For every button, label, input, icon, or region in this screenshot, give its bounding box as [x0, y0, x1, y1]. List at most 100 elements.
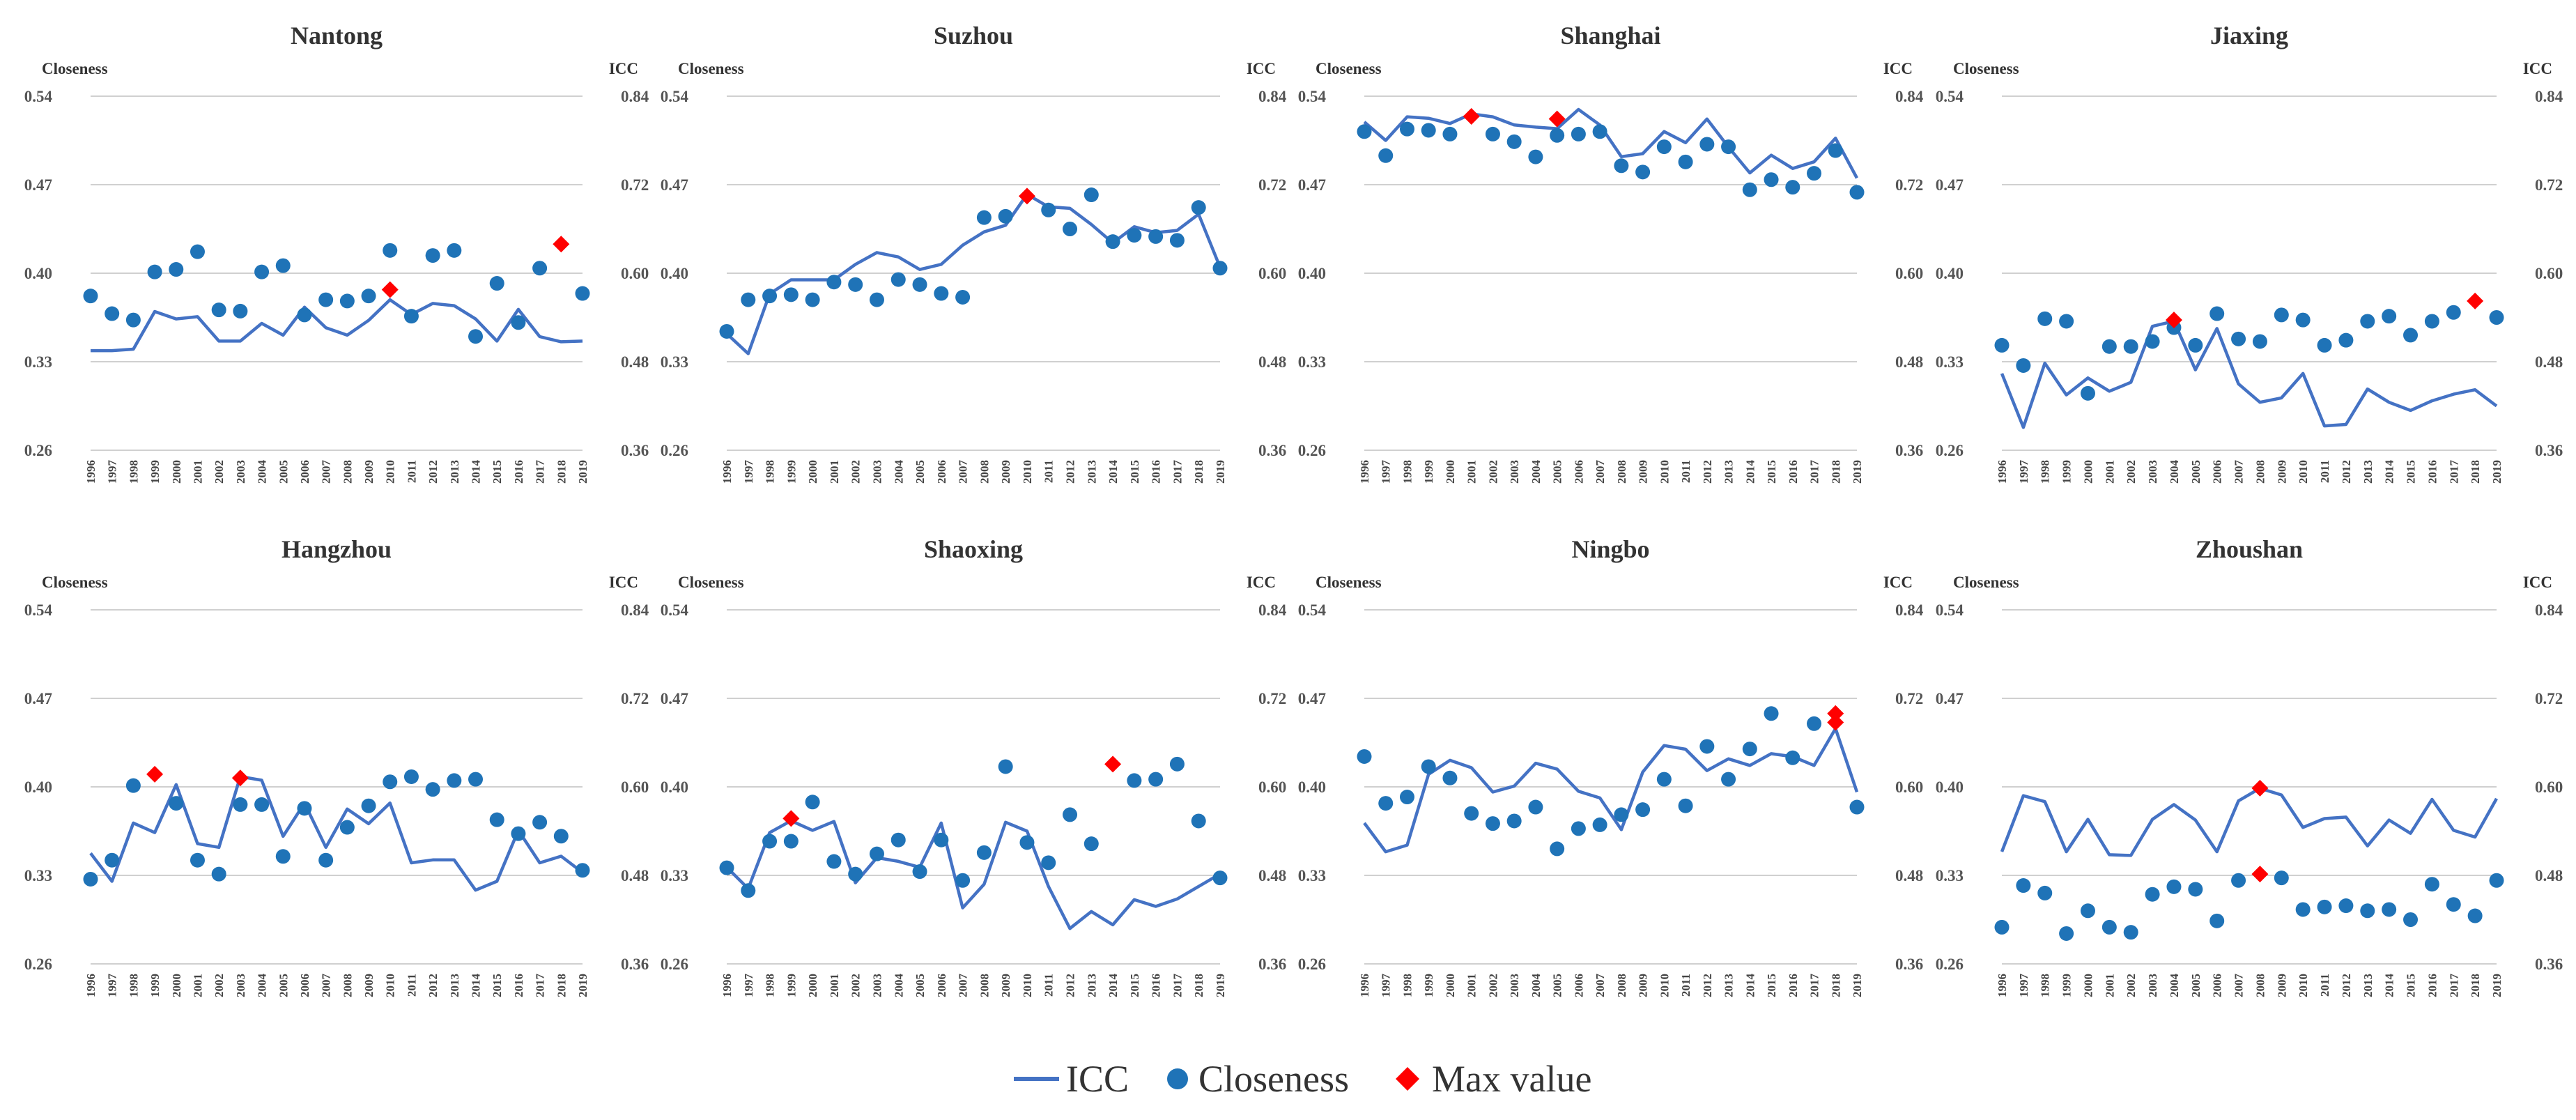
x-tick-label: 2006 [1572, 974, 1585, 997]
x-tick-label: 2010 [1658, 974, 1671, 997]
right-tick-label: 0.72 [2535, 690, 2563, 707]
closeness-point [998, 759, 1013, 774]
max-value-point [146, 765, 164, 783]
icc-line [89, 774, 584, 892]
closeness-point [2166, 879, 2182, 894]
x-tick-label: 2005 [2189, 974, 2203, 997]
closeness-point [83, 871, 98, 887]
x-tick-label: 2001 [828, 974, 841, 997]
x-tick-label: 2013 [1085, 974, 1098, 997]
x-tick-label: 2008 [978, 460, 991, 484]
right-tick-label: 0.84 [2535, 88, 2563, 105]
right-tick-label: 0.36 [621, 442, 649, 459]
left-tick-label: 0.26 [1298, 956, 1326, 973]
left-tick-label: 0.26 [24, 956, 52, 973]
closeness-point [934, 832, 949, 847]
closeness-point [1785, 750, 1800, 765]
left-axis-label: Closeness [1316, 60, 1382, 77]
left-axis-label: Closeness [42, 574, 108, 591]
x-tick-label: 2000 [1444, 974, 1457, 997]
x-tick-label: 1997 [106, 974, 119, 998]
x-tick-label: 2010 [1021, 460, 1034, 484]
right-tick-label: 0.84 [1895, 601, 1924, 619]
closeness-point [1614, 158, 1629, 174]
x-tick-label: 1997 [2017, 460, 2030, 484]
closeness-point [125, 778, 141, 793]
x-tick-label: 2004 [892, 974, 905, 998]
closeness-point [2080, 903, 2095, 919]
right-tick-label: 0.84 [2535, 601, 2563, 619]
x-tick-label: 1996 [1996, 974, 2009, 997]
closeness-point [1421, 123, 1436, 138]
closeness-point [532, 815, 548, 830]
closeness-point [1807, 166, 1822, 181]
x-tick-label: 2002 [849, 974, 863, 997]
right-tick-label: 0.48 [1895, 353, 1923, 371]
x-tick-label: 1999 [148, 460, 162, 484]
closeness-point [1169, 233, 1185, 248]
x-tick-label: 2007 [957, 460, 970, 484]
left-tick-label: 0.26 [1298, 442, 1326, 459]
right-axis-label: ICC [1883, 60, 1913, 77]
left-axis-label: Closeness [42, 60, 108, 77]
closeness-point [848, 277, 863, 292]
right-axis-label: ICC [1247, 574, 1276, 591]
closeness-point [826, 854, 842, 869]
x-tick-label: 2000 [2081, 974, 2095, 997]
left-tick-label: 0.26 [661, 956, 688, 973]
x-tick-label: 2018 [1829, 460, 1842, 484]
closeness-point [1699, 739, 1715, 754]
x-tick-label: 2018 [2469, 974, 2482, 997]
closeness-point [2188, 882, 2203, 897]
x-tick-label: 2013 [1085, 460, 1098, 484]
closeness-point [1571, 821, 1586, 836]
max-value-point [553, 236, 570, 253]
right-tick-label: 0.48 [621, 353, 649, 371]
x-tick-label: 2015 [491, 460, 504, 484]
x-tick-label: 2009 [999, 974, 1012, 997]
x-tick-label: 2003 [2146, 974, 2159, 997]
x-tick-label: 2009 [999, 460, 1012, 484]
x-tick-label: 2002 [1486, 460, 1499, 484]
closeness-point [2467, 908, 2483, 923]
x-tick-label: 2005 [2189, 460, 2203, 484]
x-tick-label: 1999 [785, 460, 798, 484]
left-tick-label: 0.33 [661, 867, 688, 884]
x-tick-label: 2017 [1808, 460, 1821, 484]
panel-title: Zhoushan [2196, 535, 2303, 563]
right-tick-label: 0.84 [1895, 88, 1924, 105]
closeness-point [1721, 772, 1736, 787]
closeness-point [575, 863, 590, 878]
left-tick-label: 0.33 [1936, 353, 1964, 371]
right-tick-label: 0.48 [1258, 353, 1286, 371]
closeness-point [826, 275, 842, 290]
closeness-point [425, 782, 440, 797]
x-tick-label: 1998 [764, 974, 777, 997]
x-tick-label: 1998 [2039, 460, 2052, 484]
left-tick-label: 0.26 [661, 442, 688, 459]
closeness-point [1764, 706, 1779, 721]
closeness-point [105, 306, 120, 321]
x-tick-label: 2004 [892, 460, 905, 484]
max-value-point [2165, 312, 2182, 329]
x-tick-label: 1997 [1380, 974, 1393, 998]
x-tick-label: 2012 [426, 460, 440, 484]
x-tick-label: 2009 [1637, 460, 1650, 484]
x-tick-label: 2012 [1701, 974, 1714, 997]
x-tick-label: 2003 [1508, 460, 1521, 484]
closeness-point [1656, 772, 1672, 787]
x-tick-label: 2009 [2275, 460, 2288, 484]
closeness-point [2424, 314, 2439, 329]
closeness-point [741, 292, 756, 307]
legend-label-closeness: Closeness [1198, 1058, 1349, 1100]
closeness-point [361, 798, 376, 813]
closeness-point [2037, 885, 2053, 900]
closeness-point [297, 801, 312, 816]
x-tick-label: 1997 [742, 974, 755, 998]
x-tick-label: 2011 [405, 974, 418, 997]
x-tick-label: 2017 [2447, 974, 2460, 998]
panel-jiaxing: 0.26 0.36 0.33 0.48 0.40 0.60 0.47 0.72 0.54 0.84… [1936, 22, 2563, 484]
closeness-point [2338, 332, 2354, 348]
x-tick-label: 2008 [2253, 974, 2267, 997]
max-value-point [782, 810, 800, 827]
